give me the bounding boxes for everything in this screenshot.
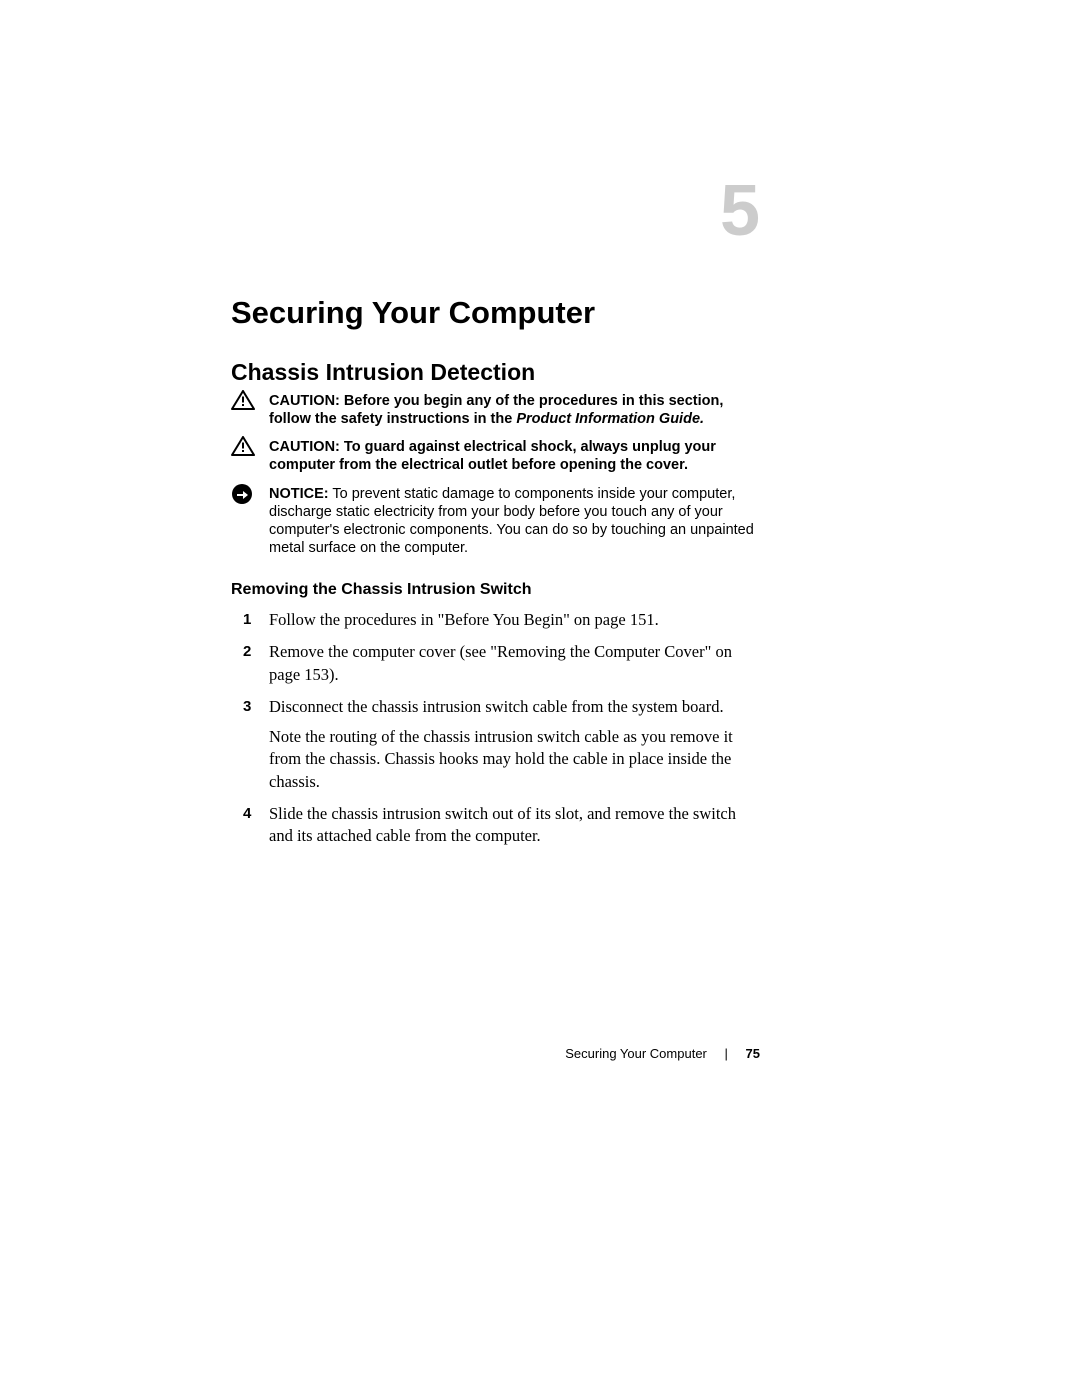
step-item: Follow the procedures in "Before You Beg… (231, 609, 761, 631)
step-text: Remove the computer cover (see "Removing… (269, 642, 732, 683)
section-heading: Chassis Intrusion Detection (231, 359, 761, 386)
notice-lead: NOTICE: (269, 486, 329, 502)
step-list: Follow the procedures in "Before You Beg… (231, 609, 761, 847)
step-text: Follow the procedures in "Before You Beg… (269, 610, 659, 629)
caution-icon (231, 436, 255, 456)
caution-lead: CAUTION: (269, 439, 340, 455)
caution-block: CAUTION: To guard against electrical sho… (231, 438, 761, 474)
document-page: 5 Securing Your Computer Chassis Intrusi… (0, 0, 1080, 1397)
step-item: Remove the computer cover (see "Removing… (231, 641, 761, 686)
step-item: Disconnect the chassis intrusion switch … (231, 696, 761, 793)
caution-block: CAUTION: Before you begin any of the pro… (231, 392, 761, 428)
notice-text: To prevent static damage to components i… (269, 486, 754, 556)
chapter-number: 5 (720, 175, 760, 247)
footer-section: Securing Your Computer (565, 1046, 707, 1061)
step-text: Disconnect the chassis intrusion switch … (269, 697, 724, 716)
subheading: Removing the Chassis Intrusion Switch (231, 581, 761, 599)
step-note: Note the routing of the chassis intrusio… (269, 726, 761, 793)
page-content: Securing Your Computer Chassis Intrusion… (231, 295, 761, 857)
notice-block: NOTICE: To prevent static damage to comp… (231, 485, 761, 558)
caution-icon (231, 390, 255, 410)
footer-page-number: 75 (746, 1046, 760, 1061)
notice-icon (231, 483, 255, 503)
page-title: Securing Your Computer (231, 295, 761, 331)
caution-lead: CAUTION: (269, 393, 340, 409)
footer-divider: | (725, 1046, 728, 1061)
step-text: Slide the chassis intrusion switch out o… (269, 804, 736, 845)
step-item: Slide the chassis intrusion switch out o… (231, 803, 761, 848)
caution-italic: Product Information Guide. (516, 411, 704, 427)
